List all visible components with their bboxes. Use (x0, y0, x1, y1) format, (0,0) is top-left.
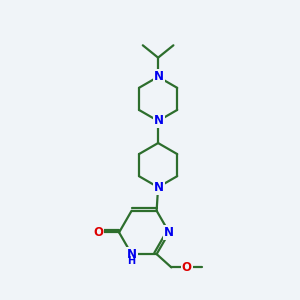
Text: N: N (164, 226, 174, 239)
Text: N: N (127, 248, 136, 261)
Text: H: H (128, 256, 136, 266)
Text: O: O (182, 261, 192, 274)
Text: N: N (154, 115, 164, 128)
Text: N: N (154, 181, 164, 194)
Text: O: O (94, 226, 103, 239)
Text: N: N (154, 70, 164, 83)
